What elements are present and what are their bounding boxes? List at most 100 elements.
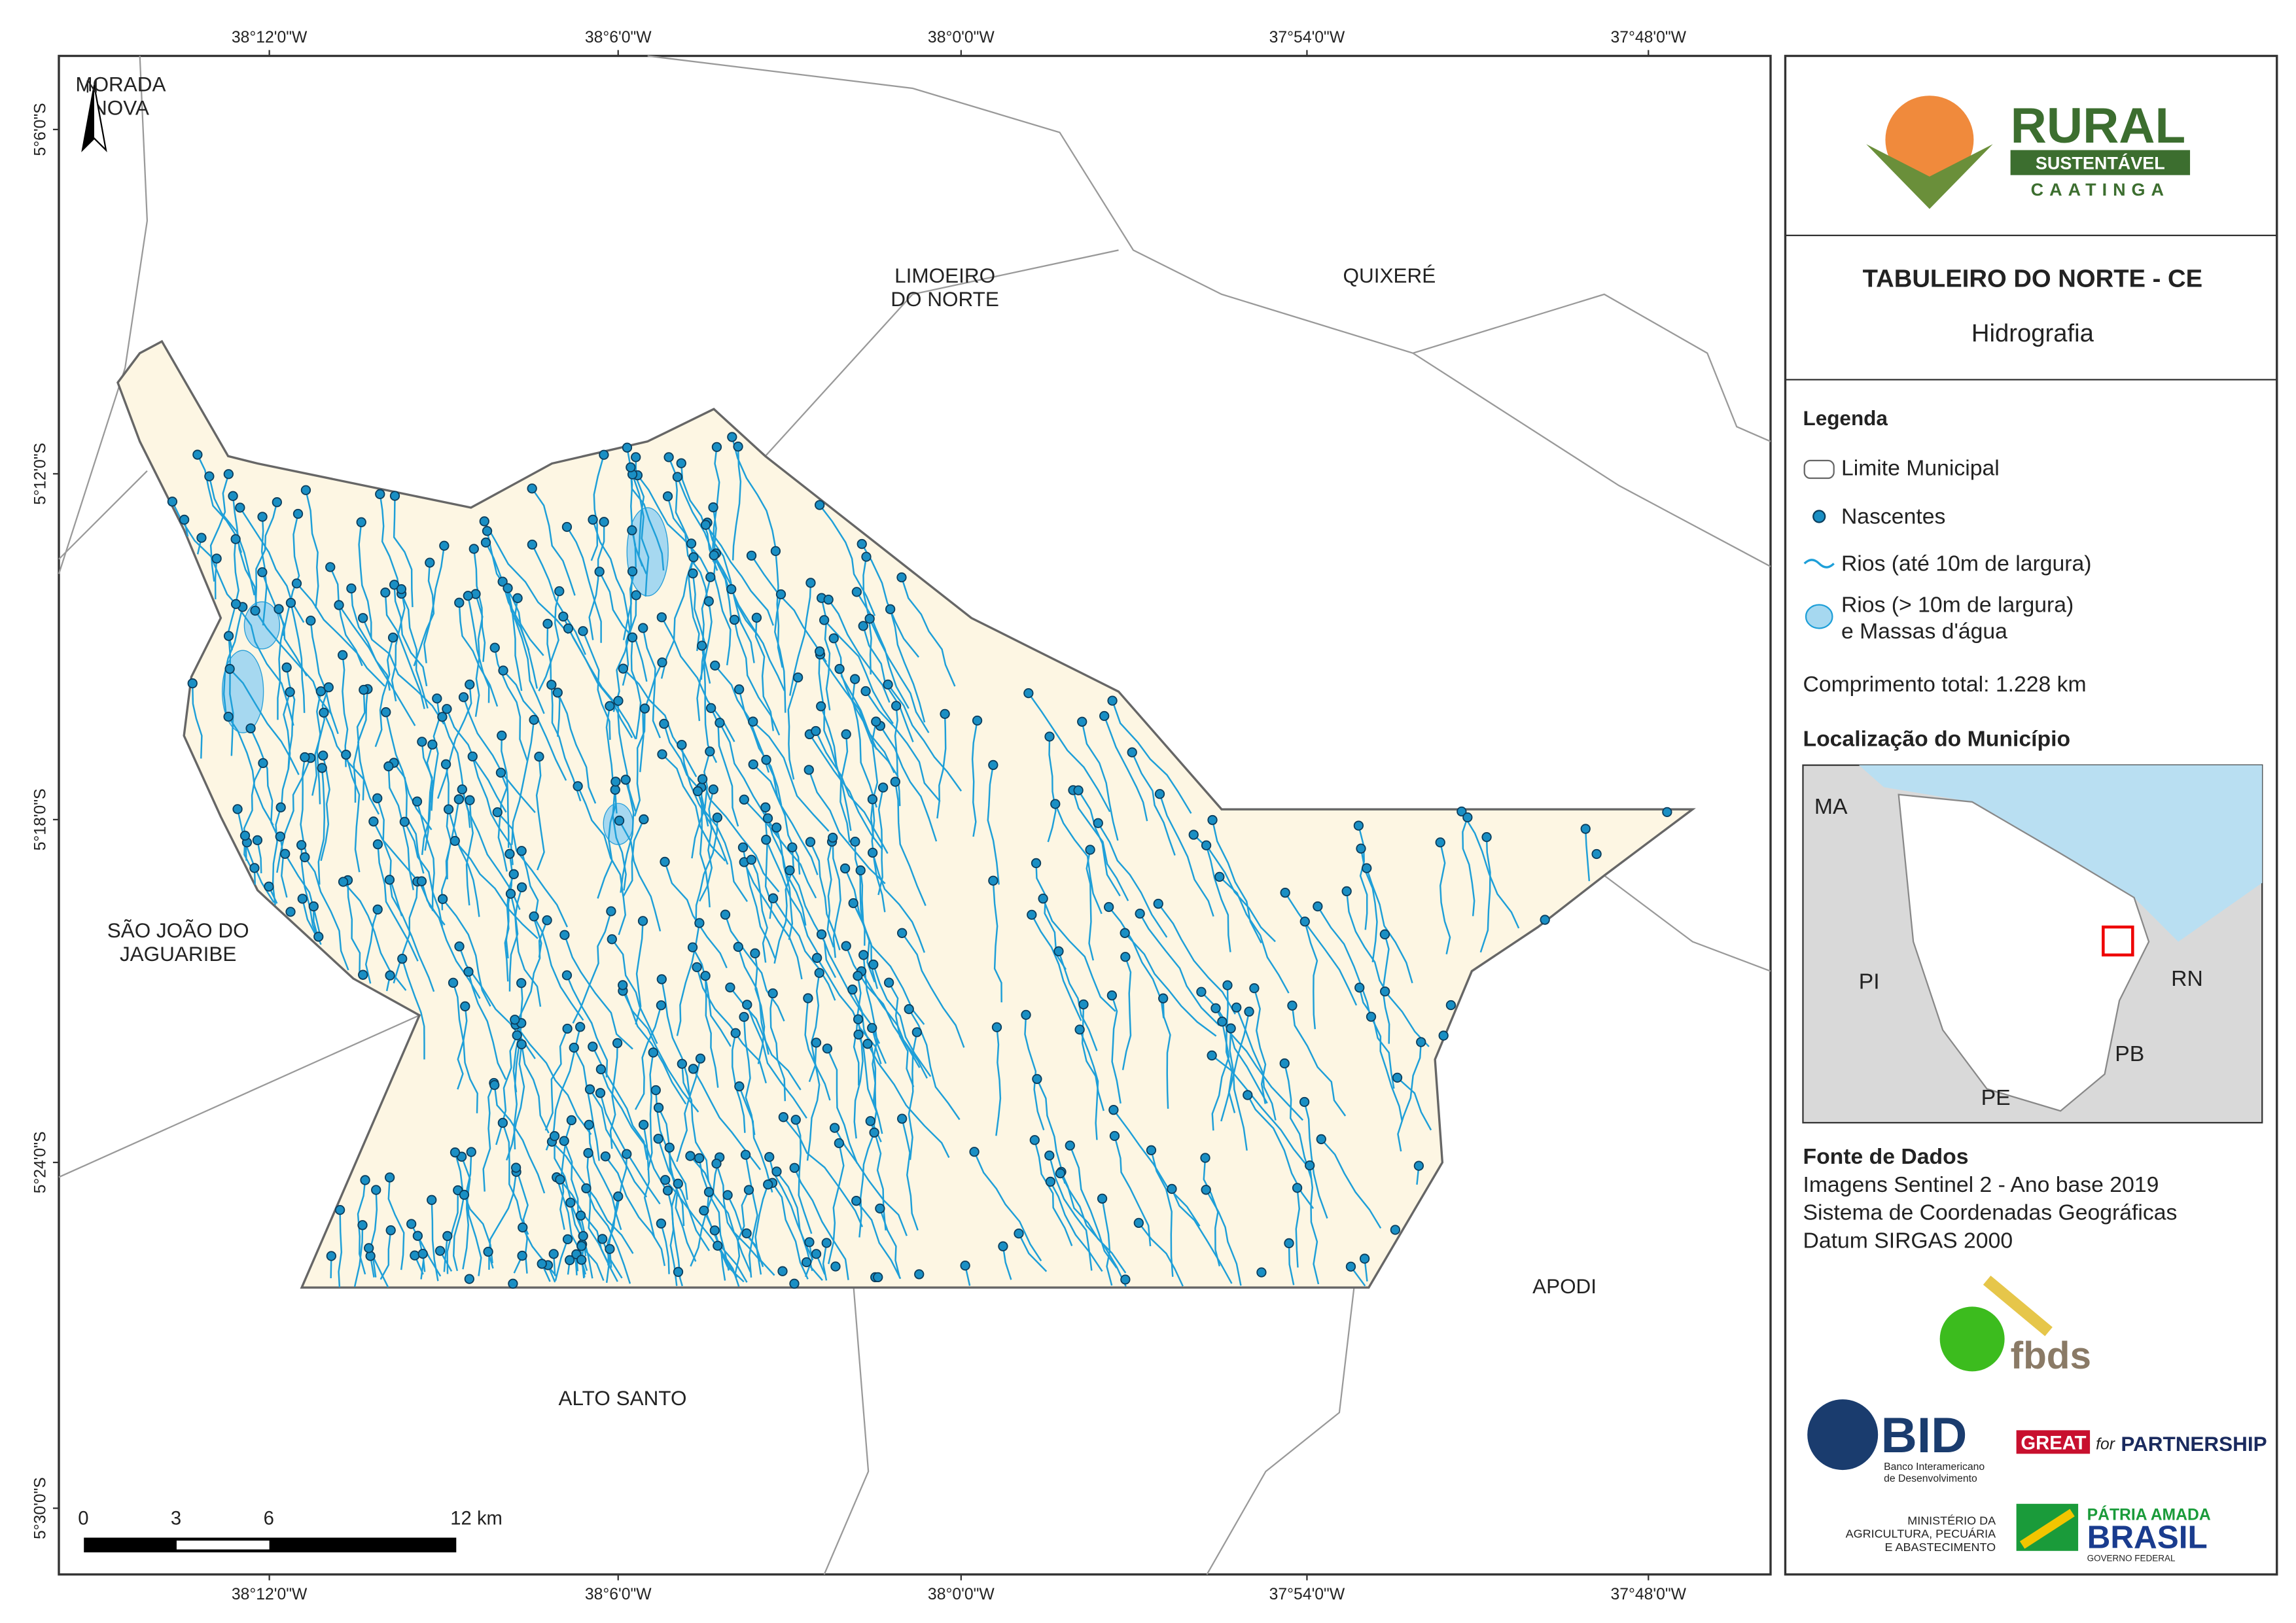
spring xyxy=(480,537,491,548)
spring xyxy=(618,663,629,674)
spring xyxy=(1200,1153,1210,1163)
spring xyxy=(815,646,825,657)
river xyxy=(520,850,542,958)
spring xyxy=(372,904,383,915)
river xyxy=(821,934,881,1044)
river xyxy=(992,881,1002,1003)
river xyxy=(647,1052,654,1170)
river xyxy=(854,841,866,946)
spring xyxy=(883,679,893,690)
river xyxy=(1048,1155,1093,1271)
spring xyxy=(657,657,667,668)
spring xyxy=(323,682,334,693)
spring xyxy=(440,759,451,769)
source-line: Sistema de Coordenadas Geográficas xyxy=(1803,1200,2177,1225)
spring xyxy=(639,703,650,714)
spring xyxy=(1438,1030,1449,1041)
river xyxy=(827,1143,845,1265)
river xyxy=(1358,987,1395,1089)
place-name: LIMOEIRO xyxy=(894,264,995,287)
river xyxy=(573,1047,600,1161)
spring xyxy=(1109,1130,1120,1142)
spring xyxy=(275,831,285,842)
state-label: RN xyxy=(2171,966,2203,991)
river xyxy=(622,668,698,778)
spring xyxy=(167,497,178,507)
spring xyxy=(548,1249,559,1259)
place-name: QUIXERÉ xyxy=(1343,264,1436,287)
spring xyxy=(427,739,438,750)
spring xyxy=(1359,1253,1370,1264)
river xyxy=(1059,1173,1127,1287)
river xyxy=(908,1008,961,1121)
river xyxy=(743,1017,756,1136)
spring xyxy=(725,982,735,993)
river xyxy=(506,1044,525,1161)
spring xyxy=(1029,1135,1040,1145)
spring xyxy=(685,1151,696,1161)
river xyxy=(879,725,938,842)
spring xyxy=(1214,871,1225,882)
spring xyxy=(850,836,860,847)
neighbor-boundary xyxy=(823,1287,870,1575)
river xyxy=(437,684,472,799)
brasil-logo xyxy=(2019,1509,2075,1549)
spring xyxy=(1540,915,1550,925)
spring xyxy=(498,665,508,676)
spring xyxy=(814,968,824,978)
longitude-label: 37°54'0"W xyxy=(1269,1586,1345,1603)
ceara xyxy=(1898,794,2150,1112)
spring xyxy=(686,538,697,549)
spring xyxy=(245,723,256,734)
spring xyxy=(583,1147,593,1159)
river xyxy=(612,781,627,891)
spring xyxy=(1341,886,1352,897)
river xyxy=(1229,1028,1248,1151)
river xyxy=(769,993,786,1102)
river xyxy=(853,975,862,1086)
river xyxy=(1072,790,1129,901)
spring xyxy=(223,711,234,722)
spring xyxy=(605,1244,615,1254)
river xyxy=(421,741,433,851)
spring xyxy=(857,538,867,550)
river xyxy=(715,1163,752,1273)
river xyxy=(580,1245,605,1282)
spring xyxy=(597,1234,608,1244)
river xyxy=(323,712,380,815)
spring xyxy=(867,1022,877,1034)
river xyxy=(788,869,837,979)
spring xyxy=(463,591,473,601)
river xyxy=(472,756,514,865)
river xyxy=(1397,1041,1422,1152)
spring xyxy=(416,876,427,886)
spring xyxy=(720,909,731,920)
spring xyxy=(847,985,858,995)
river xyxy=(454,1152,493,1264)
spring xyxy=(576,1255,587,1265)
spring xyxy=(700,519,711,530)
river xyxy=(692,573,707,680)
spring xyxy=(542,915,552,926)
river xyxy=(833,638,877,750)
spring xyxy=(372,793,383,803)
spring xyxy=(187,678,198,689)
river xyxy=(441,799,460,911)
spring xyxy=(315,686,327,697)
river xyxy=(1345,891,1389,996)
legend-item: e Massas d'água xyxy=(1841,619,2007,644)
river xyxy=(260,516,268,626)
spring xyxy=(768,988,778,999)
spring xyxy=(406,1219,417,1229)
legend-item: Nascentes xyxy=(1841,504,1945,529)
spring xyxy=(561,970,573,981)
river xyxy=(622,571,633,686)
spring xyxy=(631,590,641,601)
river xyxy=(393,881,419,984)
spring xyxy=(375,489,385,499)
partner-text: AGRICULTURA, PECUÁRIA xyxy=(1846,1527,1996,1541)
spring xyxy=(697,640,707,651)
spring xyxy=(341,750,351,760)
river xyxy=(643,1125,656,1238)
spring xyxy=(334,1204,345,1215)
